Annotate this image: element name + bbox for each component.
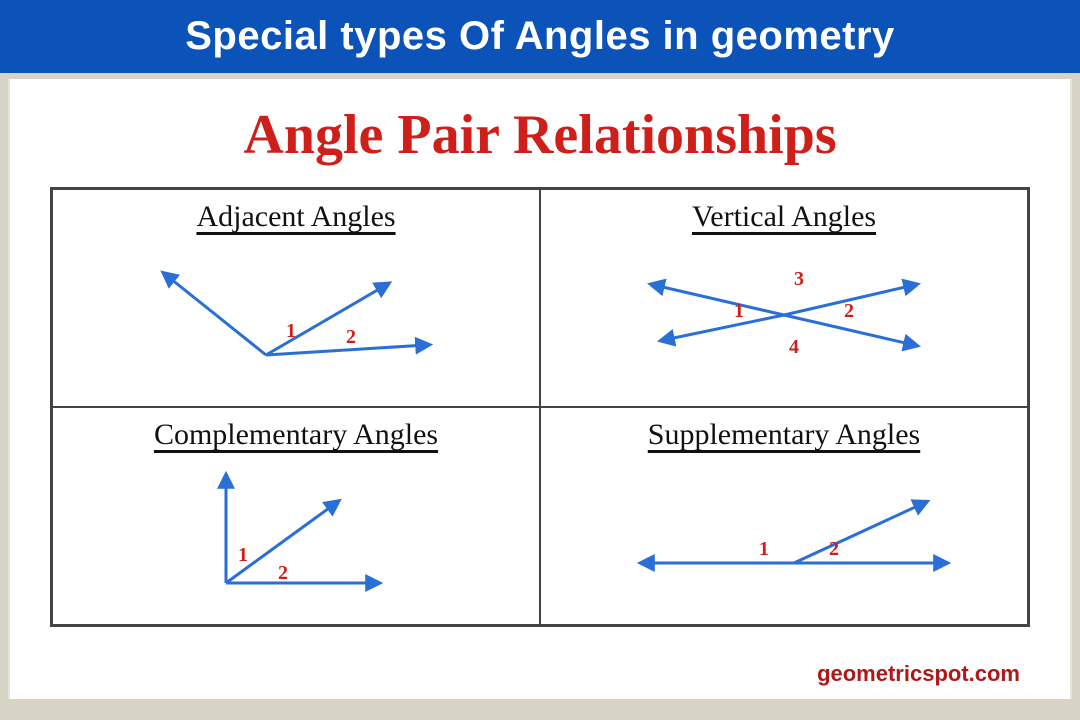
svg-text:1: 1 [759, 538, 769, 560]
page-banner: Special types Of Angles in geometry [0, 0, 1080, 73]
svg-text:2: 2 [278, 562, 288, 584]
cell-title-supplementary: Supplementary Angles [551, 418, 1017, 452]
cell-title-adjacent: Adjacent Angles [63, 200, 529, 234]
svg-text:2: 2 [829, 538, 839, 560]
diagram-vertical: 3 1 2 4 [551, 240, 1017, 390]
content-sheet: Angle Pair Relationships Adjacent Angles… [8, 79, 1072, 699]
diagram-complementary: 12 [63, 458, 529, 608]
diagram-adjacent: 12 [63, 240, 529, 390]
cell-complementary: Complementary Angles 12 [52, 407, 540, 625]
banner-text: Special types Of Angles in geometry [185, 14, 895, 58]
svg-text:2: 2 [346, 326, 356, 348]
cell-vertical: Vertical Angles 3 1 2 4 [540, 189, 1028, 407]
site-credit: geometricspot.com [817, 661, 1020, 687]
svg-text:2: 2 [844, 300, 854, 322]
cell-supplementary: Supplementary Angles 12 [540, 407, 1028, 625]
svg-text:3: 3 [794, 268, 804, 290]
complementary-svg: 12 [126, 463, 466, 603]
angle-grid: Adjacent Angles 12 Vertical Angles [50, 187, 1030, 627]
svg-text:1: 1 [238, 544, 248, 566]
svg-text:1: 1 [286, 320, 296, 342]
vertical-svg: 3 1 2 4 [614, 245, 954, 385]
main-title: Angle Pair Relationships [10, 79, 1070, 187]
svg-text:1: 1 [734, 300, 744, 322]
adjacent-svg: 12 [126, 245, 466, 385]
cell-title-complementary: Complementary Angles [63, 418, 529, 452]
cell-title-vertical: Vertical Angles [551, 200, 1017, 234]
svg-text:4: 4 [789, 336, 799, 358]
diagram-supplementary: 12 [551, 458, 1017, 608]
cell-adjacent: Adjacent Angles 12 [52, 189, 540, 407]
supplementary-svg: 12 [614, 463, 954, 603]
